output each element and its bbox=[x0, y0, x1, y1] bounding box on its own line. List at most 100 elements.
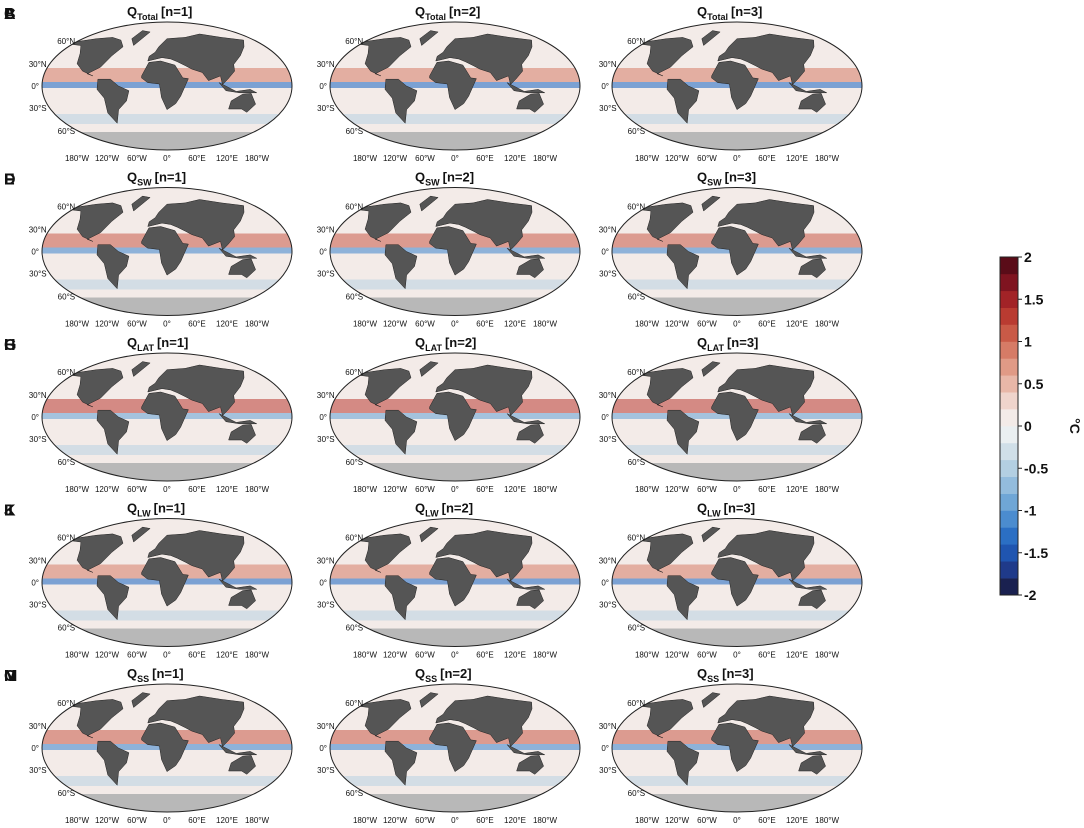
landmass bbox=[788, 744, 827, 756]
landmass bbox=[788, 82, 827, 94]
sea-ice bbox=[42, 794, 292, 812]
lon-label: 120°E bbox=[504, 816, 526, 825]
title-suffix: [n=3] bbox=[724, 501, 755, 516]
ocean-pattern bbox=[612, 776, 862, 786]
colorbar-band bbox=[1000, 426, 1018, 444]
colorbar-tick-label: 1.5 bbox=[1024, 291, 1044, 307]
lon-label: 120°W bbox=[383, 485, 408, 494]
map-panel: G QLAT [n=1] 60°N 30°N 0° 30°S 60°S 180°W 120°W 60… bbox=[4, 335, 293, 494]
colorbar-tick-label: 0 bbox=[1024, 418, 1032, 434]
lat-label: 60°N bbox=[57, 37, 75, 46]
lon-label: 120°W bbox=[665, 485, 690, 494]
ocean-pattern bbox=[612, 445, 862, 455]
lat-label: 30°N bbox=[317, 722, 335, 731]
lat-label: 30°N bbox=[29, 722, 47, 731]
panel-title: QLW [n=2] bbox=[415, 501, 473, 519]
panel-title: QSW [n=1] bbox=[127, 170, 186, 188]
panel-title: QSS [n=1] bbox=[127, 666, 184, 684]
panel-letter: L bbox=[4, 503, 14, 520]
title-subscript: LAT bbox=[707, 343, 724, 353]
lat-label: 30°N bbox=[29, 60, 47, 69]
lon-label: 120°E bbox=[786, 154, 808, 163]
title-subscript: Total bbox=[707, 12, 728, 22]
map-outline bbox=[41, 518, 293, 647]
landmass bbox=[429, 60, 477, 110]
lon-label: 120°W bbox=[95, 485, 120, 494]
landmass bbox=[506, 578, 545, 590]
title-suffix: [n=3] bbox=[727, 335, 758, 350]
sea-ice bbox=[42, 132, 292, 150]
ocean-pattern bbox=[42, 776, 292, 786]
landmass bbox=[147, 530, 245, 582]
landmass bbox=[356, 699, 412, 739]
ocean-pattern bbox=[42, 279, 292, 290]
title-subscript: SW bbox=[137, 178, 152, 188]
landmass bbox=[798, 424, 826, 444]
lat-label: 60°N bbox=[57, 368, 75, 377]
landmass bbox=[96, 78, 130, 124]
lon-label: 180°W bbox=[245, 485, 270, 494]
lon-label: 0° bbox=[733, 154, 741, 163]
landmass bbox=[218, 82, 257, 94]
lon-label: 120°E bbox=[504, 651, 526, 660]
title-suffix: [n=2] bbox=[440, 666, 471, 681]
title-suffix: [n=1] bbox=[154, 501, 185, 516]
lon-label: 60°E bbox=[476, 320, 493, 329]
lon-label: 120°E bbox=[216, 154, 238, 163]
lon-label: 180°W bbox=[65, 320, 90, 329]
title-suffix: [n=2] bbox=[449, 4, 480, 19]
sea-ice bbox=[330, 297, 580, 316]
panel-letter: K bbox=[4, 503, 16, 520]
title-symbol: Q bbox=[415, 501, 425, 516]
landmass bbox=[141, 391, 189, 441]
ocean-pattern bbox=[42, 114, 292, 124]
colorbar-band bbox=[1000, 459, 1018, 477]
colorbar-band bbox=[1000, 409, 1018, 427]
lon-label: 60°W bbox=[415, 154, 435, 163]
title-symbol: Q bbox=[127, 335, 137, 350]
lat-label: 60°S bbox=[58, 624, 75, 633]
panel-title: QSW [n=3] bbox=[697, 170, 756, 188]
colorbar-tick-label: 0.5 bbox=[1024, 376, 1044, 392]
title-symbol: Q bbox=[127, 666, 137, 681]
lat-label: 30°N bbox=[29, 557, 47, 566]
lon-label: 180°W bbox=[635, 816, 660, 825]
landmass bbox=[131, 361, 151, 377]
title-subscript: SS bbox=[137, 674, 149, 684]
colorbar-band bbox=[1000, 257, 1018, 275]
lat-label: 30°N bbox=[599, 391, 617, 400]
panel-letter: E bbox=[4, 172, 15, 189]
lon-label: 180°W bbox=[65, 485, 90, 494]
lon-label: 60°E bbox=[188, 320, 205, 329]
landmass bbox=[516, 589, 544, 610]
lat-label: 30°N bbox=[599, 557, 617, 566]
map-outline bbox=[611, 518, 863, 647]
colorbar-band bbox=[1000, 442, 1018, 461]
lat-label: 60°S bbox=[58, 458, 75, 467]
landmass bbox=[228, 258, 256, 279]
lon-label: 120°E bbox=[786, 651, 808, 660]
lon-label: 180°W bbox=[815, 651, 840, 660]
lon-label: 60°E bbox=[188, 816, 205, 825]
lon-label: 180°W bbox=[65, 651, 90, 660]
landmass bbox=[68, 368, 124, 408]
landmass bbox=[701, 361, 721, 377]
lon-label: 120°E bbox=[786, 485, 808, 494]
lon-label: 120°E bbox=[216, 320, 238, 329]
panel-letter: C bbox=[4, 6, 16, 23]
lat-label: 0° bbox=[319, 248, 327, 257]
lon-label: 0° bbox=[163, 485, 171, 494]
lon-label: 60°W bbox=[415, 485, 435, 494]
lon-label: 180°W bbox=[815, 154, 840, 163]
landmass bbox=[506, 247, 545, 259]
landmass bbox=[798, 755, 826, 775]
landmass bbox=[131, 692, 151, 708]
landmass bbox=[96, 575, 130, 621]
lon-label: 180°W bbox=[245, 320, 270, 329]
lon-label: 0° bbox=[451, 651, 459, 660]
lon-label: 120°W bbox=[665, 320, 690, 329]
panel-letter: I bbox=[4, 337, 8, 354]
